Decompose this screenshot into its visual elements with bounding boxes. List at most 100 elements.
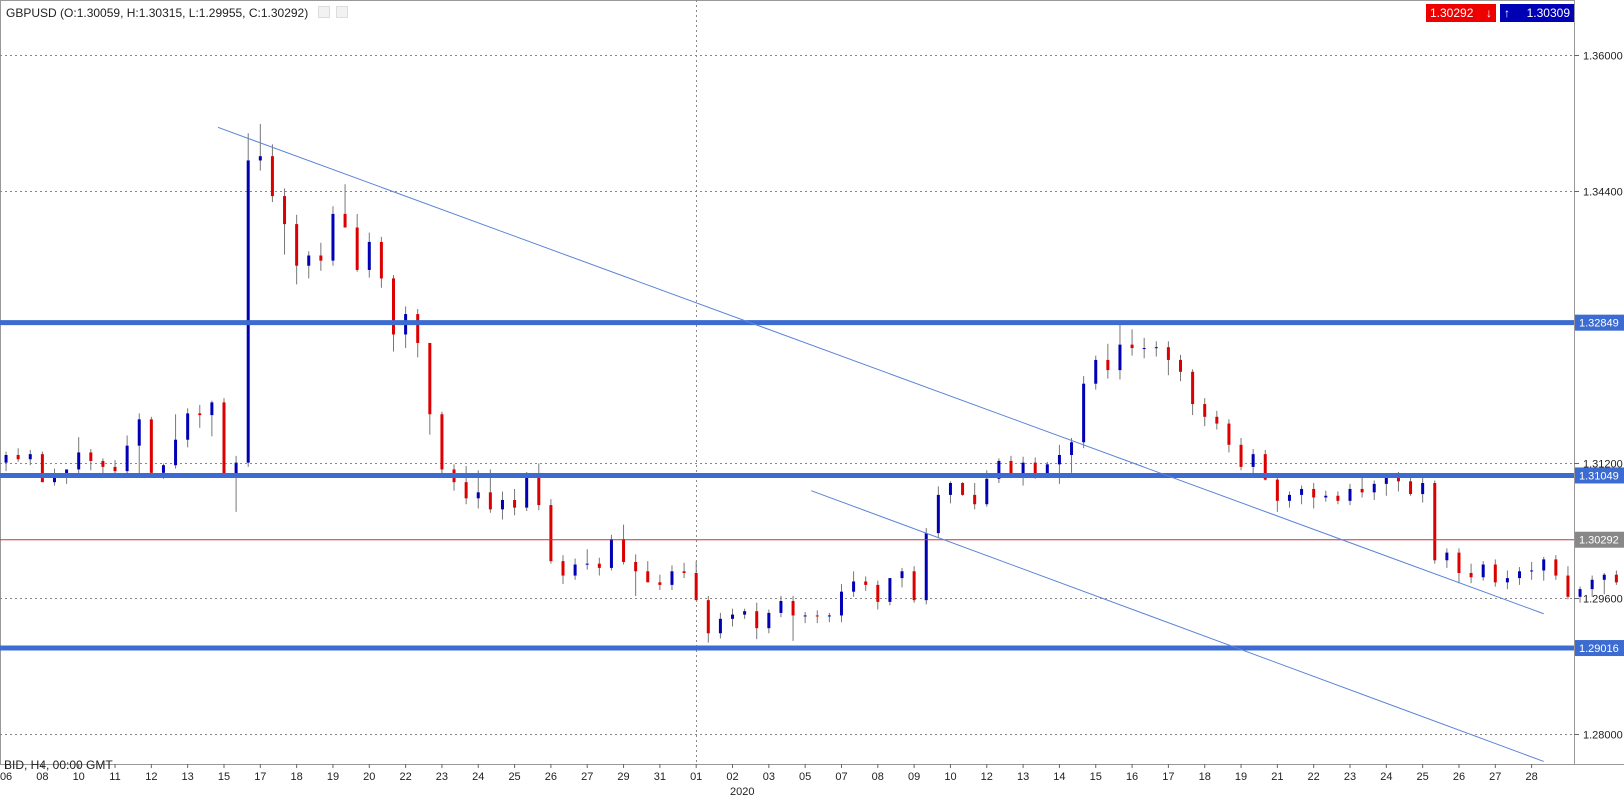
time-tick-label: 22 — [1308, 771, 1320, 783]
close-icon[interactable] — [335, 6, 348, 18]
time-tick-label: 26 — [1453, 771, 1465, 783]
candle-body — [416, 314, 420, 343]
time-tick-label: 11 — [109, 771, 120, 783]
minimize-icon[interactable] — [317, 6, 330, 18]
candle-body — [1396, 477, 1400, 482]
candle-body — [961, 483, 965, 495]
chart-header: GBPUSD (O:1.30059, H:1.30315, L:1.29955,… — [6, 6, 348, 20]
time-tick-label: 10 — [944, 771, 956, 783]
candle-body — [89, 452, 93, 461]
time-tick-label: 19 — [1235, 771, 1247, 783]
ask-quote[interactable]: ↑ 1.30309 — [1500, 4, 1574, 22]
time-tick-label: 12 — [981, 771, 993, 783]
candle-body — [1336, 495, 1340, 501]
candle-body — [1118, 344, 1122, 371]
time-tick-label: 17 — [254, 771, 266, 783]
time-tick-label: 09 — [908, 771, 920, 783]
time-tick-label: 18 — [1199, 771, 1211, 783]
candle-body — [1263, 454, 1267, 480]
candle-body — [270, 156, 274, 197]
candle-body — [1082, 383, 1086, 443]
candle-body — [634, 561, 638, 572]
time-tick-label: 27 — [581, 771, 593, 783]
time-tick-label: 01 — [690, 771, 702, 783]
candle-body — [1614, 574, 1618, 583]
time-tick-label: 13 — [1017, 771, 1029, 783]
candle-body — [52, 476, 56, 483]
symbol-label: GBPUSD — [6, 6, 57, 20]
candle-body — [924, 533, 928, 601]
candle-body — [852, 581, 856, 592]
candle-body — [1191, 371, 1195, 405]
candle-body — [743, 611, 747, 615]
time-tick-label: 31 — [654, 771, 666, 783]
level-price-label: 1.31049 — [1579, 470, 1619, 482]
candle-body — [706, 600, 710, 634]
candle-body — [622, 539, 626, 562]
level-price-tag — [1575, 640, 1624, 657]
candle-body — [1179, 359, 1182, 372]
time-tick-label: 23 — [1344, 771, 1356, 783]
candle-body — [1481, 564, 1485, 578]
candle-body — [28, 454, 32, 460]
time-tick-label: 17 — [1162, 771, 1174, 783]
candle-body — [670, 571, 674, 585]
candle-body — [888, 578, 892, 602]
candle-body — [283, 196, 287, 225]
candle-body — [1469, 573, 1473, 578]
time-tick-label: 27 — [1489, 771, 1501, 783]
candle-body — [488, 492, 492, 510]
trendline — [217, 126, 1544, 615]
candle-body — [658, 582, 662, 585]
time-tick-label: 18 — [291, 771, 303, 783]
candle-body — [694, 573, 698, 601]
candle-body — [573, 564, 577, 576]
arrow-up-icon: ↑ — [1504, 6, 1510, 20]
candle-body — [476, 492, 480, 499]
current-price-tag — [1575, 531, 1624, 548]
candle-body — [912, 571, 916, 601]
candle-body — [1518, 571, 1522, 579]
time-tick-label: 24 — [1380, 771, 1392, 783]
candle-body — [464, 482, 468, 499]
candle-body — [1215, 416, 1219, 424]
bid-quote[interactable]: 1.30292 ↓ — [1426, 4, 1496, 22]
trendline — [811, 490, 1544, 762]
candle-body — [525, 473, 529, 508]
candle-body — [549, 505, 553, 562]
time-tick-label: 28 — [1525, 771, 1537, 783]
candle-body — [1602, 574, 1606, 580]
time-tick-label: 24 — [472, 771, 484, 783]
time-tick-label: 16 — [1126, 771, 1138, 783]
candle-body — [718, 618, 722, 634]
candle-body — [973, 494, 977, 505]
level-price-label: 1.32849 — [1579, 318, 1619, 330]
candle-body — [755, 611, 759, 629]
candle-body — [1445, 552, 1449, 561]
time-tick-label: 15 — [1090, 771, 1102, 783]
arrow-down-icon: ↓ — [1486, 6, 1492, 20]
current-price-label: 1.30292 — [1579, 535, 1619, 547]
price-tick-label: 1.29600 — [1583, 594, 1623, 606]
bid-price: 1.30292 — [1430, 6, 1474, 20]
time-tick-label: 25 — [508, 771, 520, 783]
time-tick-label: 08 — [36, 771, 48, 783]
candle-body — [682, 571, 686, 573]
candle-body — [355, 227, 359, 270]
candle-body — [609, 539, 613, 568]
candle-body — [948, 483, 952, 495]
time-tick-label: 07 — [835, 771, 847, 783]
candle-body — [1554, 559, 1558, 576]
candle-body — [4, 455, 8, 463]
candle-body — [1203, 404, 1207, 417]
candle-body — [731, 614, 735, 619]
candle-body — [246, 160, 250, 463]
candle-body — [1227, 423, 1231, 445]
candle-body — [1409, 481, 1413, 495]
candle-body — [40, 454, 44, 483]
candle-body — [343, 213, 347, 228]
candle-body — [1057, 455, 1061, 465]
time-tick-label: 06 — [0, 771, 12, 783]
candle-body — [900, 571, 904, 579]
